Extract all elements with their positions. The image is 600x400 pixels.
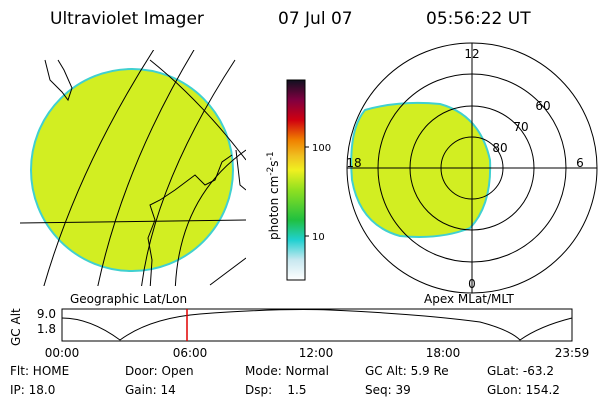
lat-label: 60 [535, 99, 550, 113]
altitude-frame [61, 308, 573, 342]
footer-field: Door: Open [125, 364, 194, 378]
altitude-curve [61, 309, 573, 341]
polar-label: Apex MLat/MLT [424, 292, 514, 306]
footer-field: Flt: HOME [10, 364, 69, 378]
altitude-y-label: 9.0 [37, 307, 56, 321]
footer-field: GLon: 154.2 [487, 383, 560, 397]
mlt-label: 12 [464, 47, 479, 61]
geographic-label: Geographic Lat/Lon [70, 292, 187, 306]
polar-image [346, 42, 598, 294]
time-label: 00:00 [45, 346, 80, 360]
title: Ultraviolet Imager [50, 9, 204, 29]
mlt-label: 18 [346, 156, 361, 170]
footer-field: GLat: -63.2 [487, 364, 554, 378]
unit-sup: -2 [266, 167, 276, 176]
footer-field: Dsp: 1.5 [245, 383, 307, 397]
mlt-label: 6 [576, 156, 584, 170]
colorbar-unit: photon cm-2s-1 [266, 151, 281, 240]
footer-field: IP: 18.0 [10, 383, 55, 397]
lat-label: 80 [492, 141, 507, 155]
geographic-image [20, 50, 246, 286]
altitude-y-label: 1.8 [37, 322, 56, 336]
time: 05:56:22 UT [426, 9, 531, 29]
footer: Flt: HOME Door: Open Mode: Normal GC Alt: 5… [10, 364, 560, 397]
unit-text: photon cm [267, 176, 281, 240]
time-label: 23:59 [555, 346, 590, 360]
unit-sup: -1 [266, 151, 276, 160]
mlt-label: 0 [468, 277, 476, 291]
unit-text: s [267, 160, 281, 166]
colorbar [286, 79, 306, 281]
colorbar-tick-label: 100 [312, 143, 331, 154]
time-label: 06:00 [173, 346, 208, 360]
altitude-label: GC Alt [9, 308, 23, 346]
lat-label: 70 [513, 120, 528, 134]
footer-field: Seq: 39 [365, 383, 411, 397]
time-label: 12:00 [299, 346, 334, 360]
footer-field: Mode: Normal [245, 364, 329, 378]
time-label: 18:00 [426, 346, 461, 360]
footer-field: GC Alt: 5.9 Re [365, 364, 449, 378]
date: 07 Jul 07 [278, 9, 353, 29]
colorbar-tick-label: 10 [312, 232, 325, 243]
footer-field: Gain: 14 [125, 383, 176, 397]
